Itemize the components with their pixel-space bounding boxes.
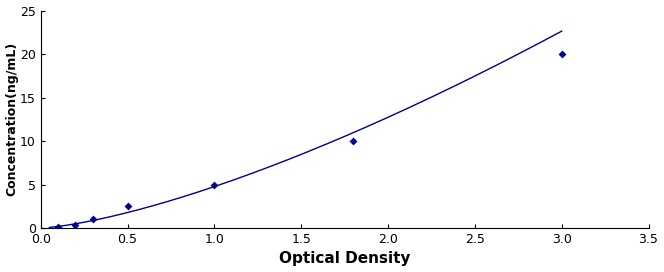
Point <box>70 222 81 227</box>
Point <box>209 182 220 187</box>
X-axis label: Optical Density: Optical Density <box>279 251 410 267</box>
Y-axis label: Concentration(ng/mL): Concentration(ng/mL) <box>5 42 19 196</box>
Point <box>122 204 133 208</box>
Point <box>52 224 63 229</box>
Point <box>556 52 567 56</box>
Point <box>88 217 98 221</box>
Point <box>348 139 359 143</box>
